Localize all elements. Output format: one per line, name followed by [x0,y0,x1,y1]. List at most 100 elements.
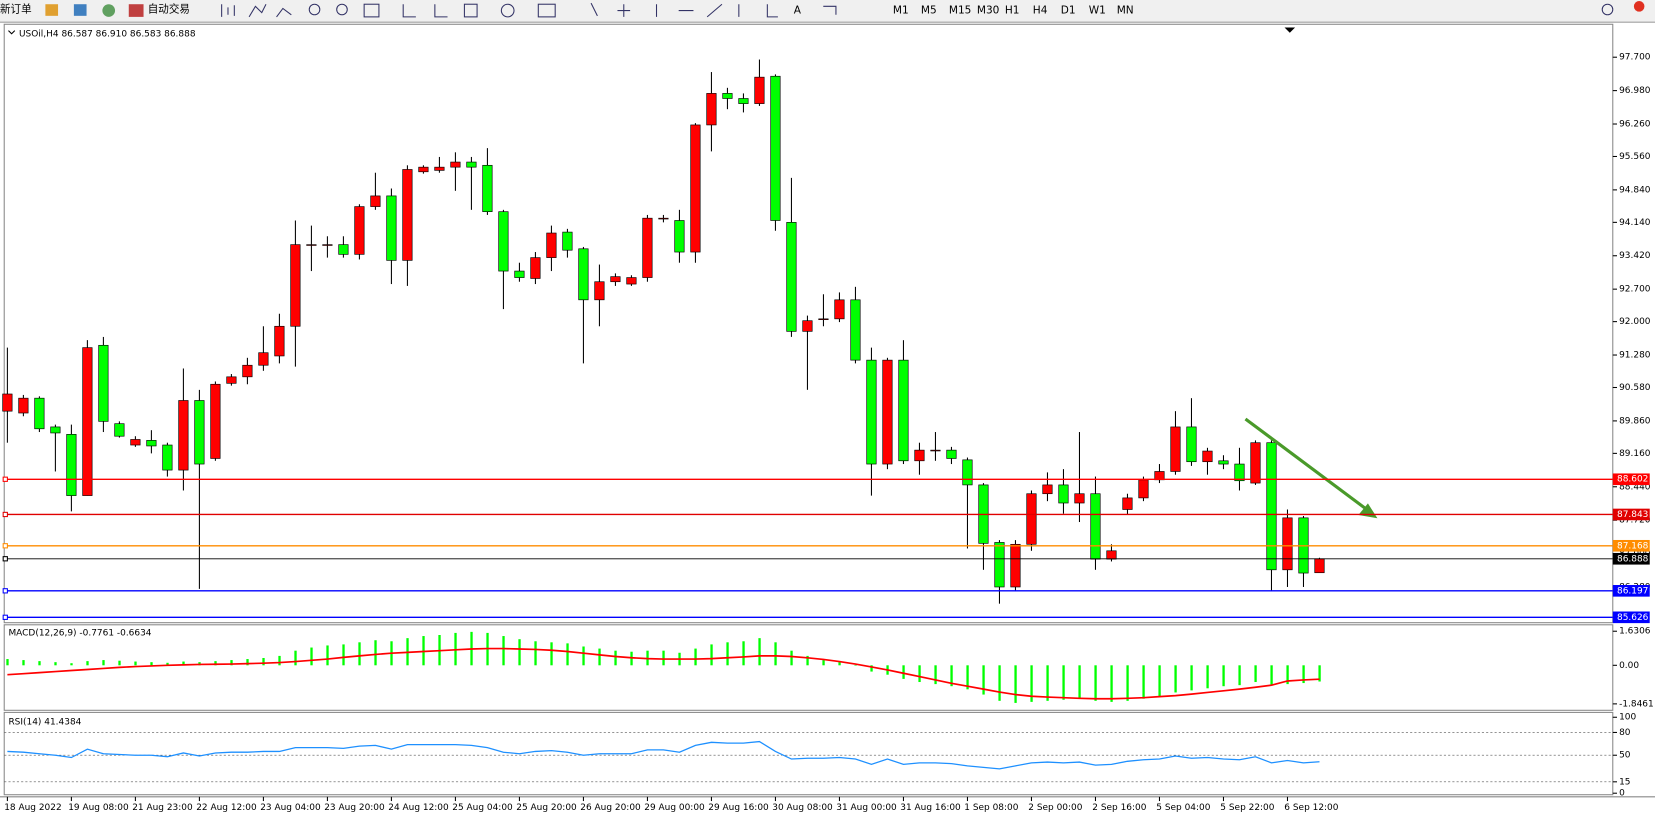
alert-badge[interactable] [1633,1,1645,12]
level-tag [1612,585,1650,597]
candle-body [50,426,61,434]
macd-bar [1126,665,1129,701]
icon[interactable] [248,3,267,18]
candle-body [1234,463,1245,482]
level-handle [2,543,8,549]
macd-bar [1158,665,1161,697]
macd-bar [1030,665,1033,702]
macd-bar [790,650,793,666]
x-tick-label: 29 Aug 00:00 [644,803,705,813]
new-order-button[interactable]: 新订单 [0,2,32,15]
candle-body [482,164,493,213]
timeframe-button[interactable]: H1 [1005,5,1020,17]
shift-marker [1284,27,1296,33]
timeframe-button[interactable]: D1 [1061,5,1076,17]
icon[interactable] [102,4,116,17]
icon[interactable] [537,3,556,18]
zoom-out[interactable] [336,3,348,16]
icon[interactable] [363,3,380,18]
macd-bar [614,650,617,666]
y-tick-label: 92.000 [1619,317,1651,327]
zoom-in[interactable] [308,3,321,16]
timeframe-button[interactable]: MN [1117,5,1134,17]
icon[interactable] [73,4,87,16]
y-tick-label: 96.980 [1619,86,1651,96]
candle-body [146,440,157,447]
macd-bar [1094,665,1097,701]
timeframe-button[interactable]: H4 [1033,5,1048,17]
rsi-title: RSI(14) 41.4384 [8,717,81,727]
level-tag [1612,539,1650,552]
x-tick-label: 22 Aug 12:00 [196,803,257,813]
candle-body [658,217,669,220]
macd-bar [166,662,169,666]
y-tick-label: 15 [1619,777,1630,787]
candle-body [1058,484,1069,504]
timeframe-button[interactable]: M5 [921,5,937,17]
macd-bar [710,644,713,666]
candle-body [386,195,397,261]
x-tick-label: 1 Sep 08:00 [964,803,1018,813]
macd-bar [534,641,537,666]
toolbar: 新订单 自动交易 A M1 M5 M15 M30 H1 H4 D1 W1 MN [0,0,1655,23]
candle-body [370,195,381,207]
text-tool[interactable]: A [794,5,802,17]
candle-body [210,383,221,459]
macd-bar [966,665,969,690]
macd-bar [182,661,185,666]
y-tick-label: 88.440 [1619,482,1651,492]
macd-bar [998,665,1001,701]
icon[interactable] [500,3,515,18]
macd-bar [294,650,297,666]
candle-body [306,244,317,246]
candle-body [290,244,301,327]
y-tick-label: 92.700 [1619,285,1651,295]
icon[interactable] [590,2,837,18]
x-tick-label: 2 Sep 16:00 [1092,803,1146,813]
candle-body [642,217,653,278]
macd-bar [1238,665,1241,686]
x-tick-label: 25 Aug 04:00 [452,803,513,813]
macd-bar [1286,665,1289,685]
candle-body [738,98,749,104]
candle-body [402,169,413,261]
timeframe-button[interactable]: M1 [893,5,909,17]
candle-body [562,231,573,251]
macd-bar [1206,665,1209,689]
candle-body [802,320,813,332]
search[interactable] [1601,3,1614,16]
macd-bar [86,661,89,666]
icon[interactable] [45,4,59,16]
macd-bar [870,665,873,672]
macd-bar [694,648,697,666]
macd-bar [326,645,329,666]
candle-body [178,400,189,471]
candle-body [274,325,285,357]
timeframe-button[interactable]: W1 [1089,5,1106,17]
level-handle [2,614,8,620]
signal-line [7,647,1320,700]
macd-bar [22,660,25,666]
macd-bar [54,662,57,666]
y-tick-label: 91.280 [1619,351,1651,361]
icon[interactable] [463,3,478,18]
icon[interactable] [221,4,235,17]
timeframe-button[interactable]: M15 [949,5,972,17]
x-tick-label: 6 Sep 12:00 [1284,803,1338,813]
x-tick-label: 25 Aug 20:00 [516,803,577,813]
icon[interactable] [276,7,292,18]
level-tag [1612,611,1650,624]
macd-bar [310,647,313,666]
macd-bar [822,660,825,666]
level-handle [2,556,8,562]
icon[interactable] [402,4,448,18]
timeframe-button[interactable]: M30 [977,5,1000,17]
candle-body [1266,442,1277,571]
candle-body [754,76,765,104]
y-tick-label: 96.260 [1619,120,1651,130]
autotrade-button[interactable]: 自动交易 [148,2,190,15]
candle-body [194,400,205,465]
macd-bar [1046,665,1049,701]
autotrade-icon[interactable] [128,4,144,17]
macd-bar [854,665,857,666]
